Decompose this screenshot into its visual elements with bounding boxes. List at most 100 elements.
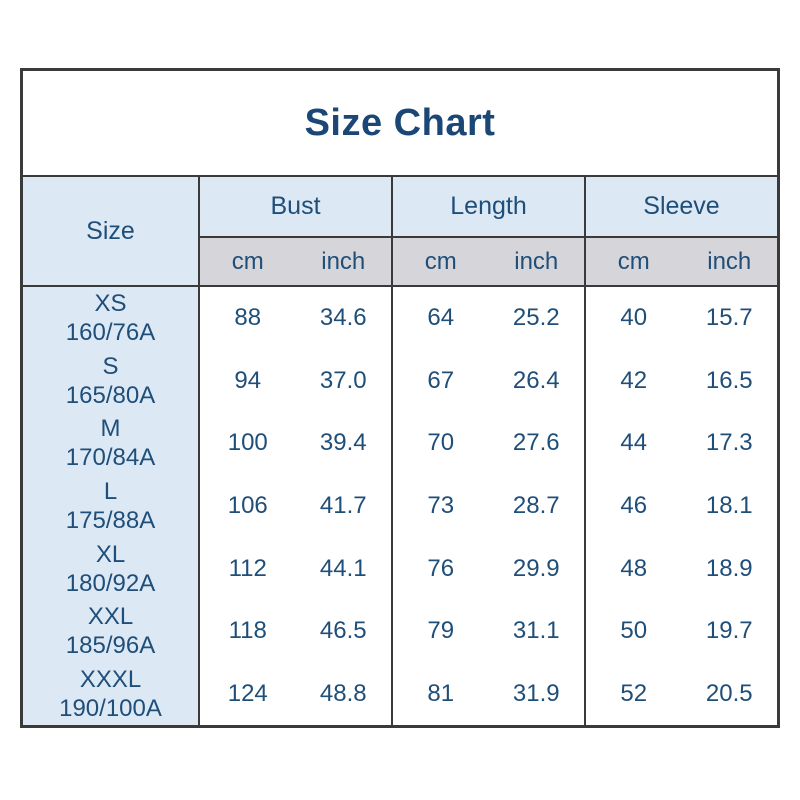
sleeve-cm-value: 42 [620,366,648,394]
bust-inch-value: 39.4 [319,429,367,457]
bust-cell: 106 41.7 [198,474,391,538]
length-cell: 64 25.2 [391,287,584,350]
size-cell: XS 160/76A [23,287,198,350]
size-name: XXXL [79,665,142,693]
unit-inch-label: inch [514,247,559,275]
bust-inch-value: 48.8 [319,679,367,707]
header-group-length: Length [391,177,584,238]
size-spec: 180/92A [65,569,156,597]
size-name: XS [94,290,127,318]
sleeve-inch-value: 16.5 [705,366,753,394]
table-body: XS 160/76A 88 34.6 64 25.2 40 15.7 S 165… [23,287,777,726]
size-spec: 190/100A [59,694,162,722]
bust-inch-value: 37.0 [319,366,367,394]
unit-cm-label: cm [617,247,650,275]
unit-inch-label: inch [707,247,752,275]
bust-cm-value: 94 [234,366,262,394]
table-row: XL 180/92A 112 44.1 76 29.9 48 18.9 [23,537,777,600]
table-row: XXXL 190/100A 124 48.8 81 31.9 52 20.5 [23,662,777,726]
length-inch-value: 31.9 [512,679,560,707]
sleeve-inch-value: 15.7 [705,304,753,332]
length-cm-value: 64 [427,304,455,332]
length-inch-value: 31.1 [512,617,560,645]
bust-cell: 100 39.4 [198,412,391,475]
sleeve-inch-value: 18.1 [705,492,753,520]
header-size: Size [23,177,198,285]
sleeve-inch-value: 18.9 [705,554,753,582]
size-name: XL [95,540,126,568]
header-group-bust: Bust [198,177,391,238]
sleeve-inch-value: 20.5 [705,679,753,707]
length-cell: 70 27.6 [391,412,584,475]
bust-cell: 118 46.5 [198,599,391,663]
bust-cm-value: 106 [227,492,268,520]
sleeve-cell: 48 18.9 [584,537,777,600]
length-cell: 67 26.4 [391,349,584,413]
bust-cm-value: 118 [228,617,267,645]
sleeve-cell: 44 17.3 [584,412,777,475]
length-cm-value: 79 [427,617,455,645]
size-spec: 170/84A [65,444,156,472]
table-row: M 170/84A 100 39.4 70 27.6 44 17.3 [23,412,777,475]
bust-cm-value: 112 [228,554,267,582]
sleeve-inch-value: 17.3 [705,429,753,457]
bust-inch-value: 41.7 [319,492,367,520]
sleeve-cell: 42 16.5 [584,349,777,413]
unit-cm-label: cm [231,247,264,275]
bust-cell: 88 34.6 [198,287,391,350]
length-cm-value: 81 [427,679,455,707]
sleeve-cm-value: 46 [620,492,648,520]
sleeve-cm-value: 40 [620,304,648,332]
size-spec: 160/76A [65,319,156,347]
length-cell: 81 31.9 [391,662,584,726]
sleeve-cm-value: 52 [620,679,648,707]
size-spec: 165/80A [65,381,156,409]
sleeve-cell: 40 15.7 [584,287,777,350]
size-chart-table: Size Chart Size Bust Length Sleeve cm in… [20,68,780,728]
size-name: L [103,478,118,506]
sleeve-cm-value: 48 [620,554,648,582]
unit-cm-label: cm [424,247,457,275]
bust-inch-value: 46.5 [319,617,367,645]
units-row-length: cm inch [391,238,584,285]
table-row: XS 160/76A 88 34.6 64 25.2 40 15.7 [23,287,777,350]
header-group-sleeve: Sleeve [584,177,777,238]
table-header: Size Bust Length Sleeve cm inch cm inch … [23,177,777,287]
table-row: S 165/80A 94 37.0 67 26.4 42 16.5 [23,349,777,413]
sleeve-cell: 52 20.5 [584,662,777,726]
table-row: XXL 185/96A 118 46.5 79 31.1 50 19.7 [23,599,777,663]
unit-inch-label: inch [321,247,366,275]
size-name: XXL [87,603,134,631]
length-cm-value: 70 [427,429,455,457]
sleeve-cell: 46 18.1 [584,474,777,538]
size-spec: 175/88A [65,507,156,535]
size-cell: XL 180/92A [23,537,198,600]
size-cell: L 175/88A [23,474,198,538]
chart-title-box: Size Chart [23,71,777,177]
size-name: M [100,415,121,443]
length-cm-value: 76 [427,554,455,582]
size-cell: S 165/80A [23,349,198,413]
bust-inch-value: 34.6 [319,304,367,332]
length-inch-value: 28.7 [512,492,560,520]
length-inch-value: 27.6 [512,429,560,457]
size-cell: M 170/84A [23,412,198,475]
table-row: L 175/88A 106 41.7 73 28.7 46 18.1 [23,474,777,538]
chart-title: Size Chart [304,101,496,144]
bust-cm-value: 124 [227,679,268,707]
length-inch-value: 29.9 [512,554,560,582]
length-cm-value: 67 [427,366,455,394]
length-cm-value: 73 [427,492,455,520]
size-cell: XXL 185/96A [23,599,198,663]
units-row-sleeve: cm inch [584,238,777,285]
bust-cm-value: 100 [227,429,268,457]
length-cell: 76 29.9 [391,537,584,600]
size-spec: 185/96A [65,632,156,660]
bust-cell: 112 44.1 [198,537,391,600]
sleeve-cell: 50 19.7 [584,599,777,663]
units-row-bust: cm inch [198,238,391,285]
bust-inch-value: 44.1 [319,554,367,582]
length-inch-value: 26.4 [512,366,560,394]
sleeve-cm-value: 50 [620,617,648,645]
bust-cell: 94 37.0 [198,349,391,413]
